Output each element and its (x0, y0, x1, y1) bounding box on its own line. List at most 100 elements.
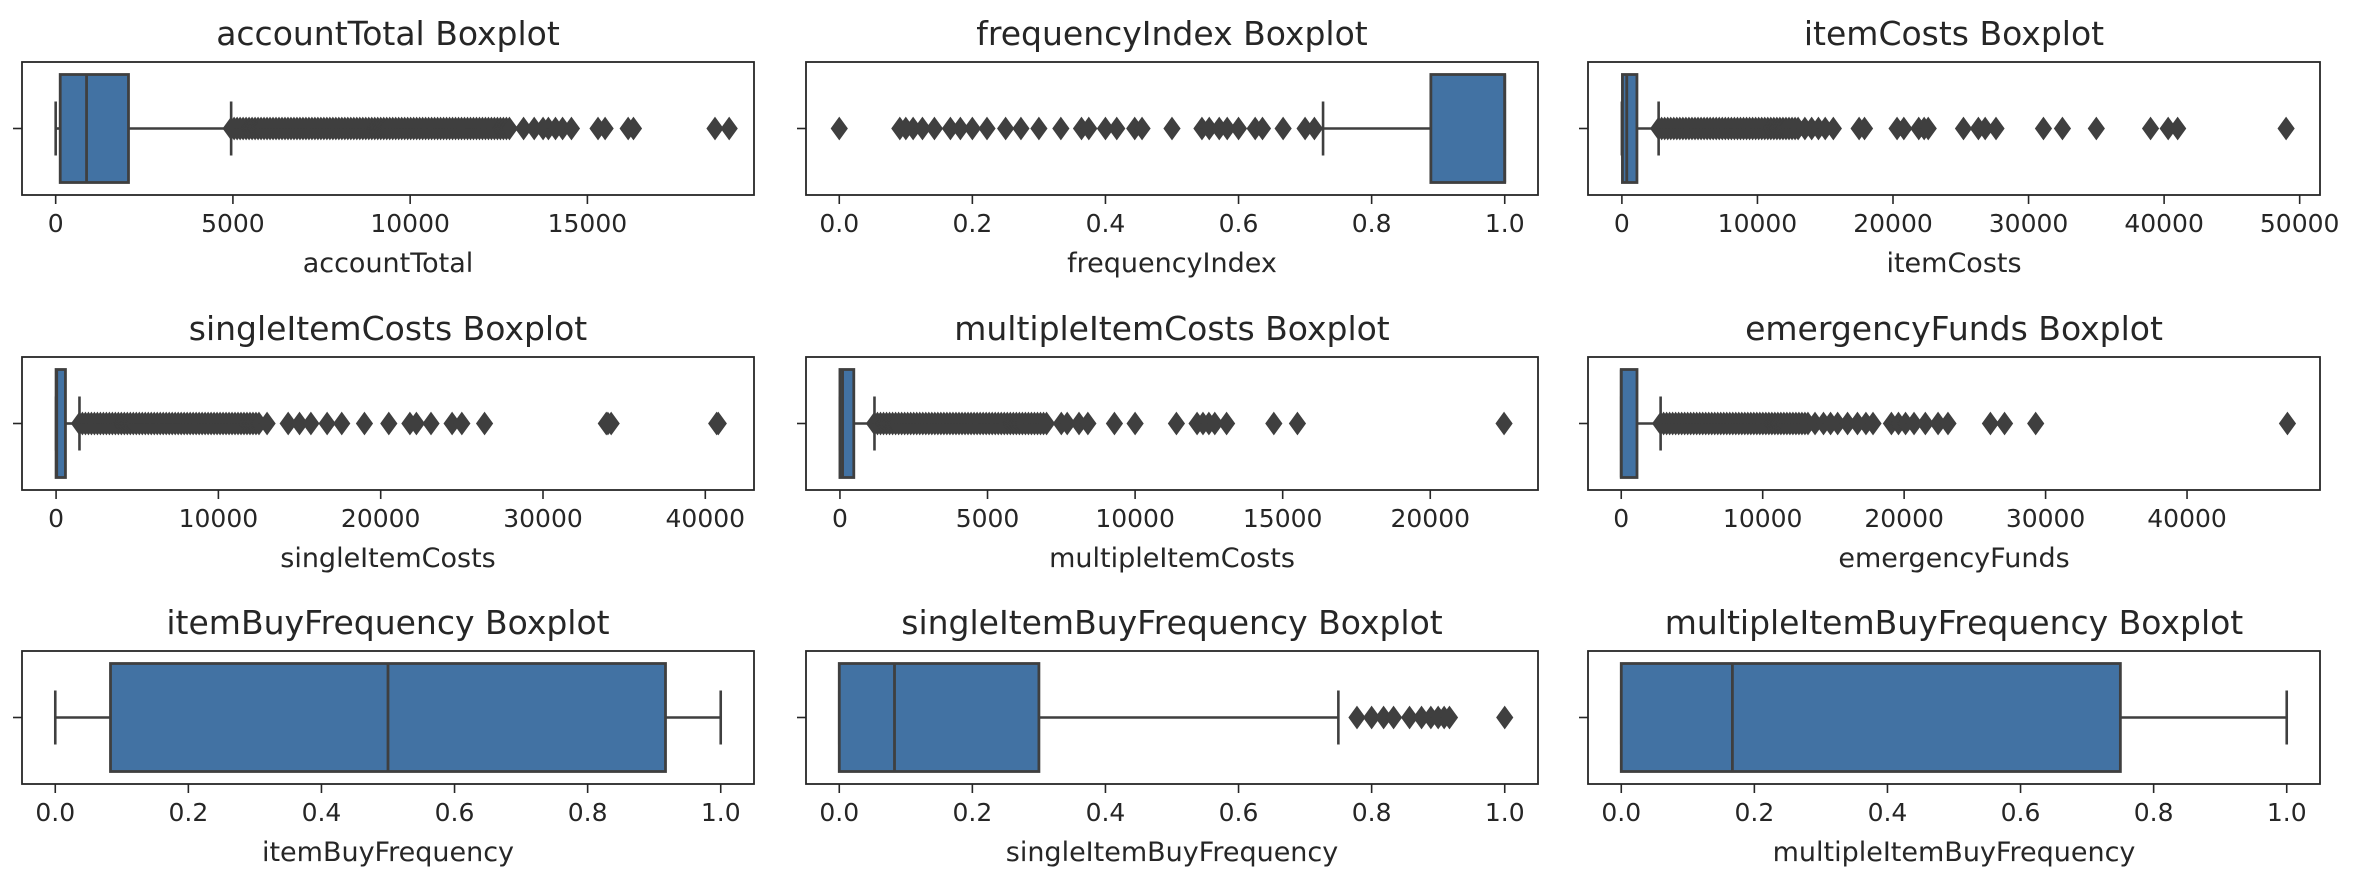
outlier-point (2141, 116, 2160, 141)
outlier-point (963, 116, 981, 141)
outlier-point (1133, 116, 1151, 141)
iqr-box (1621, 73, 1639, 184)
outlier-point (1954, 116, 1973, 141)
x-tick-label: 40000 (2147, 504, 2227, 533)
iqr-box (1619, 662, 2122, 773)
x-tick-label: 40000 (2124, 209, 2204, 238)
panel-title: singleItemCosts Boxplot (189, 309, 588, 348)
outlier-point (318, 411, 336, 436)
plot-frame (805, 650, 1539, 785)
x-tick-label: 10000 (1095, 504, 1175, 533)
outlier-point (1096, 116, 1115, 141)
outlier-point (706, 116, 724, 141)
x-tick-label: 0.0 (819, 209, 859, 238)
x-tick-label: 30000 (2006, 504, 2086, 533)
outlier-point (1105, 411, 1124, 436)
x-tick-label: 0.4 (1868, 798, 1908, 827)
outlier-point (1167, 411, 1186, 436)
x-axis-label: frequencyIndex (1067, 248, 1277, 279)
x-tick-label: 0.0 (819, 798, 859, 827)
x-tick-label: 0.8 (1352, 209, 1392, 238)
outlier-point (258, 411, 276, 436)
x-axis-label: itemBuyFrequency (262, 837, 514, 868)
outlier-point (1855, 116, 1874, 141)
outlier-point (1217, 411, 1236, 436)
x-tick-label: 15000 (548, 209, 628, 238)
plot-frame (1587, 356, 2321, 491)
outlier-point (1440, 705, 1459, 730)
x-axis-label: singleItemBuyFrequency (1006, 837, 1339, 868)
boxplot-panel-4: singleItemCosts Boxplot 0 10000 20000 30000 4… (13, 309, 755, 574)
x-tick-label: 40000 (666, 504, 746, 533)
outlier-point (830, 116, 848, 141)
outlier-point (596, 116, 614, 141)
iqr-box (1619, 368, 1639, 479)
x-tick-label: 0.2 (952, 209, 992, 238)
x-tick-label: 0 (48, 504, 64, 533)
x-tick-label: 10000 (370, 209, 450, 238)
outlier-point (333, 411, 351, 436)
panel-title: singleItemBuyFrequency Boxplot (901, 603, 1443, 642)
outlier-point (1305, 116, 1324, 141)
x-tick-label: 1.0 (2267, 798, 2307, 827)
outlier-point (925, 116, 944, 141)
outlier-point (2053, 116, 2072, 141)
x-tick-label: 0.0 (1601, 798, 1641, 827)
boxplot-panel-3: itemCosts Boxplot 0 10000 20000 30000 40000 50… (1579, 14, 2339, 279)
x-tick-label: 0 (832, 504, 848, 533)
outlier-point (1012, 116, 1030, 141)
outlier-point (279, 411, 297, 436)
x-tick-label: 0.2 (952, 798, 992, 827)
iqr-box (58, 73, 130, 184)
outlier-point (1037, 411, 1056, 436)
outlier-point (1981, 411, 2000, 436)
outlier-point (1400, 705, 1419, 730)
x-tick-label: 0.4 (1086, 798, 1126, 827)
outlier-point (1995, 411, 2014, 436)
outlier-point (407, 411, 426, 436)
iqr-box (837, 662, 1041, 773)
x-tick-label: 0.8 (2134, 798, 2174, 827)
plot-frame (21, 356, 755, 491)
outlier-point (355, 411, 374, 436)
outlier-point (1864, 411, 1882, 436)
x-tick-label: 0.4 (1086, 209, 1126, 238)
x-axis-label: emergencyFunds (1838, 543, 2069, 574)
boxplot-panel-1: accountTotal Boxplot 0 5000 10000 15000 accou… (13, 14, 755, 279)
x-tick-label: 0.6 (1219, 798, 1259, 827)
outlier-point (1496, 705, 1514, 730)
outlier-point (624, 116, 643, 141)
outlier-point (290, 411, 309, 436)
panel-title: itemBuyFrequency Boxplot (166, 603, 609, 642)
plot-frame (805, 61, 1539, 196)
outlier-point (1495, 411, 1513, 436)
x-tick-label: 0.6 (1219, 209, 1259, 238)
outlier-point (1939, 411, 1957, 436)
outlier-point (2278, 411, 2297, 436)
x-tick-label: 5000 (201, 209, 265, 238)
x-tick-label: 1.0 (1485, 209, 1525, 238)
x-tick-label: 1.0 (701, 798, 741, 827)
x-tick-label: 10000 (1723, 504, 1803, 533)
x-axis-label: multipleItemBuyFrequency (1773, 837, 2136, 868)
outlier-point (562, 116, 581, 141)
outlier-point (1824, 116, 1842, 141)
plot-frame (21, 61, 755, 196)
x-tick-label: 20000 (341, 504, 421, 533)
outlier-point (1384, 705, 1403, 730)
x-tick-label: 0.6 (2001, 798, 2041, 827)
x-tick-label: 15000 (1243, 504, 1323, 533)
outlier-point (422, 411, 440, 436)
outlier-point (302, 411, 320, 436)
panel-title: frequencyIndex Boxplot (976, 14, 1368, 53)
outlier-point (951, 116, 970, 141)
x-tick-label: 0.2 (168, 798, 208, 827)
x-tick-label: 0.8 (568, 798, 608, 827)
panel-title: multipleItemBuyFrequency Boxplot (1665, 603, 2244, 642)
x-axis-label: singleItemCosts (280, 543, 496, 574)
x-tick-label: 10000 (1718, 209, 1798, 238)
x-tick-label: 1.0 (1485, 798, 1525, 827)
panel-title: emergencyFunds Boxplot (1745, 309, 2163, 348)
outlier-point (1348, 705, 1366, 730)
panel-title: itemCosts Boxplot (1804, 14, 2104, 53)
